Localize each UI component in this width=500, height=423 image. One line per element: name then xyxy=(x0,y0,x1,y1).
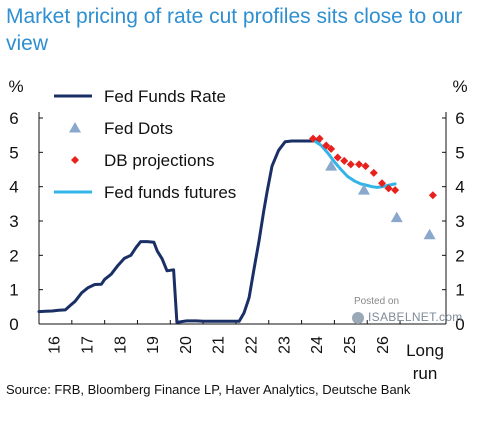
db-projection-point xyxy=(322,141,331,150)
y-tick-label-left: 2 xyxy=(9,246,18,265)
x-tick-label: 24 xyxy=(309,336,326,354)
fed-funds-futures-line xyxy=(313,139,397,189)
chart-title: Market pricing of rate cut profiles sits… xyxy=(6,5,463,55)
db-projection-point xyxy=(355,160,364,169)
watermark-logo-icon xyxy=(352,312,364,324)
legend-label-fed-dots: Fed Dots xyxy=(104,119,173,138)
db-projection-point xyxy=(377,179,386,188)
y-tick-label-left: 0 xyxy=(9,315,18,334)
x-tick-label: 26 xyxy=(375,336,392,354)
db-projection-point xyxy=(361,162,370,171)
chart-legend: Fed Funds Rate Fed Dots DB projections Fed … xyxy=(54,87,236,202)
fed-dot-point xyxy=(390,211,403,223)
fed-funds-rate-line xyxy=(37,139,322,324)
legend-label-db-projections: DB projections xyxy=(104,151,215,170)
legend-label-fed-funds-rate: Fed Funds Rate xyxy=(104,87,226,106)
y-tick-label-right: 3 xyxy=(455,212,464,231)
db-projection-point xyxy=(333,153,342,162)
legend-label-fed-funds-futures: Fed funds futures xyxy=(104,183,236,202)
y-tick-label-right: 0 xyxy=(455,315,464,334)
db-projection-point xyxy=(346,160,355,169)
y-axis-unit-right: % xyxy=(452,77,467,96)
isabelnet-watermark: Posted on ISABELNET.com xyxy=(350,296,463,330)
db-projection-point xyxy=(384,184,393,193)
y-tick-label-left: 3 xyxy=(9,212,18,231)
x-tick-label: 21 xyxy=(211,336,228,354)
x-tick-label-long-run-line1: Long xyxy=(406,341,444,360)
db-projection-point xyxy=(428,191,437,200)
x-tick-label: 22 xyxy=(244,336,261,354)
x-tick-label: 18 xyxy=(112,336,129,354)
y-axis-unit-left: % xyxy=(8,77,23,96)
watermark-line2: ISABELNET.com xyxy=(368,310,463,324)
x-tick-label-long-run-line2: run xyxy=(413,364,438,383)
db-projection-point xyxy=(391,186,400,195)
chart-series xyxy=(37,134,437,324)
y-tick-label-right: 1 xyxy=(455,281,464,300)
y-tick-label-left: 6 xyxy=(9,109,18,128)
x-tick-label: 20 xyxy=(178,336,195,354)
db-projection-point xyxy=(315,134,324,143)
fed-dot-point xyxy=(423,228,436,240)
x-tick-label: 19 xyxy=(145,336,162,354)
legend-swatch-db-projections xyxy=(71,156,79,164)
source-note: Source: FRB, Bloomberg Finance LP, Haver… xyxy=(6,382,411,397)
y-tick-label-right: 2 xyxy=(455,246,464,265)
fed-dot-point xyxy=(357,184,370,195)
db-projection-point xyxy=(340,156,349,165)
y-tick-label-right: 4 xyxy=(455,178,464,197)
y-tick-label-left: 5 xyxy=(9,143,18,162)
watermark-line1: Posted on xyxy=(354,296,400,307)
db-projection-point xyxy=(369,168,378,177)
y-tick-label-left: 4 xyxy=(9,178,18,197)
y-tick-label-right: 5 xyxy=(455,143,464,162)
x-tick-label: 17 xyxy=(79,336,96,354)
y-tick-label-left: 1 xyxy=(9,281,18,300)
fed-dot-point xyxy=(325,160,338,171)
x-tick-label: 25 xyxy=(342,336,359,354)
x-tick-label: 23 xyxy=(276,336,293,354)
x-tick-label: 16 xyxy=(47,336,64,354)
chart-axes: 0 01 12 23 34 45 56 6% %16 17 18 19 20 21 22 23 24 25 26 Lo… xyxy=(8,77,467,383)
db-projection-point xyxy=(309,134,318,143)
db-projection-point xyxy=(327,144,336,153)
legend-swatch-fed-dots xyxy=(69,122,81,133)
y-tick-label-right: 6 xyxy=(455,109,464,128)
